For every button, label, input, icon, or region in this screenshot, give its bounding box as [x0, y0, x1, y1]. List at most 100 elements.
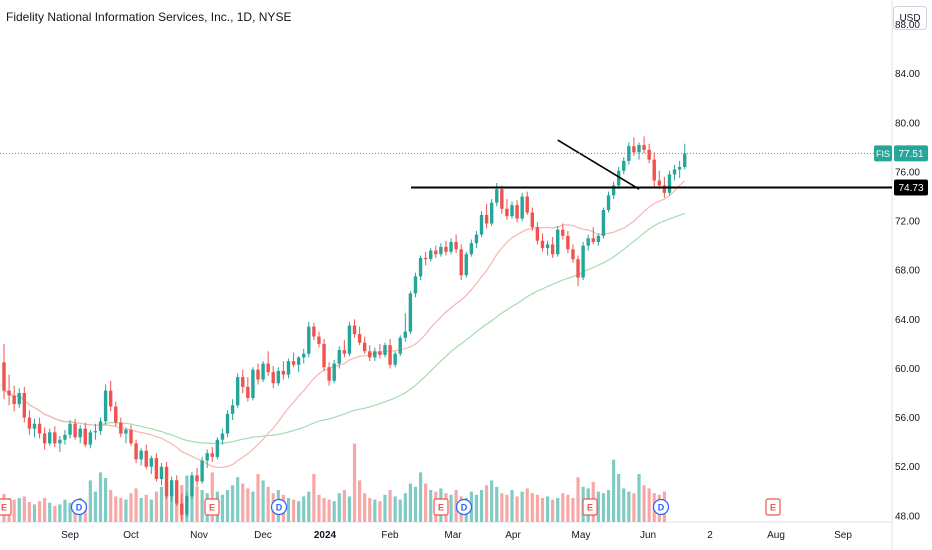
- volume-bar: [149, 499, 153, 522]
- candle-body: [378, 351, 382, 355]
- volume-bar: [139, 498, 143, 522]
- candle-body: [230, 405, 235, 414]
- candle-body: [22, 393, 27, 418]
- candle-body: [7, 390, 11, 396]
- x-tick-label: Jun: [640, 530, 656, 541]
- earnings-marker-label: E: [209, 503, 215, 513]
- volume-bar: [246, 488, 250, 522]
- volume-bar: [551, 499, 555, 522]
- earnings-marker-label: E: [587, 503, 593, 513]
- candle-body: [256, 369, 260, 380]
- currency-selector[interactable]: USD: [893, 6, 927, 30]
- x-tick-label: Dec: [254, 530, 272, 541]
- volume-bar: [566, 494, 570, 522]
- candle-body: [48, 432, 52, 444]
- volume-bar: [266, 486, 270, 522]
- y-tick-label: 56.00: [895, 413, 920, 424]
- candle-body: [571, 249, 575, 260]
- candle-body: [611, 185, 616, 196]
- candle-body: [271, 372, 275, 384]
- candle-body: [124, 429, 128, 434]
- volume-bar: [256, 474, 260, 522]
- candle-body: [434, 250, 438, 255]
- candle-body: [368, 351, 372, 358]
- candle-body: [510, 205, 514, 217]
- volume-bar: [37, 501, 42, 522]
- candle-body: [241, 377, 245, 387]
- candle-body: [98, 421, 103, 432]
- volume-bar: [317, 494, 321, 522]
- volume-bar: [144, 494, 148, 522]
- candle-body: [489, 202, 494, 224]
- x-tick-label: Aug: [767, 530, 785, 541]
- candle-body: [200, 460, 204, 482]
- volume-bar: [617, 474, 621, 522]
- candle-body: [322, 343, 326, 368]
- candle-body: [596, 235, 601, 242]
- volume-bar: [124, 499, 128, 522]
- volume-bar: [347, 496, 352, 522]
- volume-bar: [251, 491, 255, 522]
- volume-bar: [98, 472, 103, 522]
- candle-body: [169, 480, 174, 497]
- volume-bar: [220, 494, 225, 522]
- volume-bar: [159, 486, 164, 522]
- ticker-badge: [874, 145, 892, 162]
- y-tick-label: 84.00: [895, 69, 920, 80]
- x-tick-label: May: [572, 530, 591, 541]
- volume-bar: [383, 494, 387, 522]
- candle-body: [459, 249, 463, 276]
- candle-body: [454, 241, 458, 250]
- candle-body: [2, 362, 6, 391]
- volume-bar: [474, 494, 479, 522]
- dividend-marker: [70, 498, 88, 516]
- earnings-marker: [582, 498, 598, 516]
- candle-body: [103, 390, 108, 422]
- candle-body: [17, 393, 21, 405]
- candle-body: [505, 208, 509, 217]
- volume-bar: [27, 502, 31, 522]
- volume-bar: [403, 493, 407, 522]
- candle-body: [403, 331, 408, 338]
- candle-body: [286, 361, 291, 375]
- trendline: [557, 139, 640, 190]
- volume-bar: [104, 478, 108, 522]
- volume-bar: [408, 483, 412, 522]
- candle-body: [642, 144, 646, 150]
- candle-body: [398, 337, 402, 354]
- candle-body: [652, 159, 656, 181]
- candle-body: [302, 353, 306, 358]
- candle-body: [185, 496, 189, 515]
- candle-body: [393, 353, 397, 365]
- volume-bar: [93, 491, 98, 522]
- candle-body: [134, 443, 138, 460]
- volume-bar: [291, 499, 296, 522]
- candle-body: [164, 466, 169, 497]
- x-tick-label: Mar: [444, 530, 462, 541]
- candle-body: [337, 350, 341, 364]
- y-tick-label: 72.00: [895, 217, 920, 228]
- candle-body: [566, 235, 570, 250]
- dividend-marker-label: D: [76, 503, 83, 513]
- candle-body: [352, 325, 357, 335]
- candle-body: [388, 345, 392, 365]
- moving-average-fast: [3, 180, 686, 468]
- volume-bar: [358, 480, 362, 522]
- candle-body: [27, 417, 32, 429]
- candle-body: [500, 189, 504, 209]
- volume-bar: [612, 459, 616, 522]
- candle-body: [149, 458, 154, 467]
- candle-body: [88, 432, 93, 445]
- volume-bar: [190, 482, 194, 522]
- earnings-marker-label: E: [770, 503, 776, 513]
- candle-body: [495, 189, 499, 203]
- candle-body: [662, 185, 667, 193]
- candle-body: [429, 250, 433, 260]
- volume-bar: [352, 443, 357, 522]
- volume-bar: [332, 501, 336, 522]
- volume-bar: [225, 490, 230, 522]
- volume-bar: [398, 499, 402, 522]
- candle-body: [42, 433, 47, 444]
